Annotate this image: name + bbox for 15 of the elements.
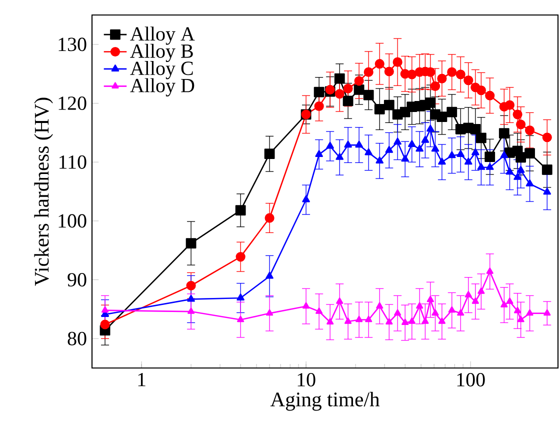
legend-label: Alloy B <box>130 44 193 62</box>
y-axis-title: Vickers hardness (HV) <box>34 98 53 286</box>
x-axis-title: Aging time/h <box>270 392 380 411</box>
legend-label: Alloy C <box>130 61 193 80</box>
legend-label: Alloy A <box>130 26 195 45</box>
y-tick-label: 110 <box>60 155 86 169</box>
y-tick-label: 120 <box>58 96 86 110</box>
y-tick-label: 100 <box>58 214 86 228</box>
x-tick-label: 100 <box>457 372 485 386</box>
x-tick-label: 1 <box>138 372 146 386</box>
x-tick-label: 10 <box>298 372 316 386</box>
legend-label: Alloy D <box>130 78 194 96</box>
y-tick-label: 90 <box>68 273 86 286</box>
y-tick-label: 130 <box>58 38 86 52</box>
y-tick-label: 80 <box>68 332 86 346</box>
